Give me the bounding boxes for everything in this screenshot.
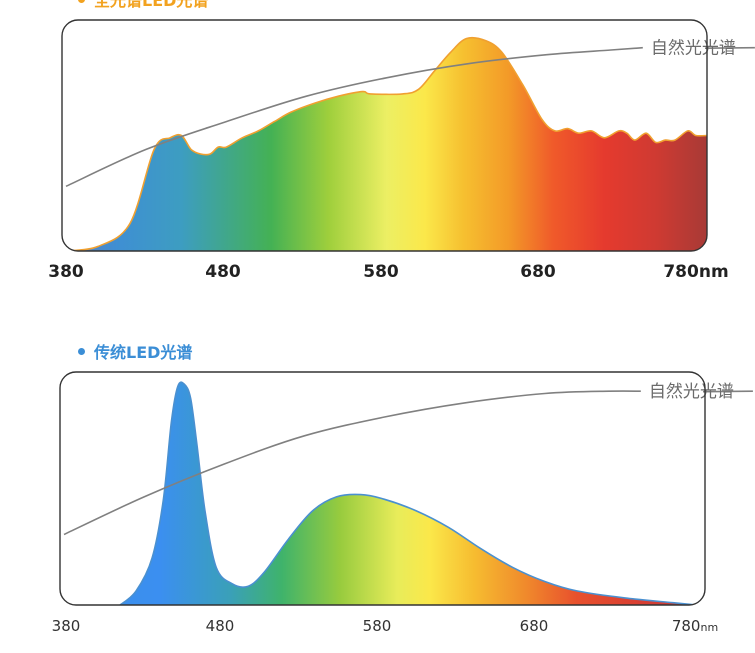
bottom-spectrum-chart: 自然光光谱 <box>59 371 753 606</box>
legend-dot-icon <box>78 347 85 355</box>
top-spectrum-chart: 自然光光谱 <box>61 19 755 252</box>
x-tick-label: 680 <box>520 262 556 282</box>
x-tick-label: 580 <box>363 262 399 282</box>
x-tick-label: 480 <box>205 262 241 282</box>
legend-dot-icon <box>78 0 85 3</box>
x-tick-label: 580 <box>362 617 392 635</box>
x-tick-label: 680 <box>519 617 549 635</box>
natural-light-label: 自然光光谱 <box>649 382 734 402</box>
x-tick-label-last: 780nm <box>671 617 719 635</box>
natural-light-curve-tail <box>704 46 755 50</box>
bottom-legend-label: 传统LED光谱 <box>94 343 193 362</box>
bottom-legend: 传统LED光谱 <box>78 339 192 363</box>
bottom-x-axis: 380 480 580 680 780nm <box>0 617 755 643</box>
spectrum-area <box>66 37 707 251</box>
natural-light-curve-tail <box>702 390 753 393</box>
top-legend: 全光谱LED光谱 <box>78 0 208 11</box>
top-x-axis: 380 480 580 680 780nm <box>0 262 755 288</box>
top-legend-label: 全光谱LED光谱 <box>94 0 209 10</box>
x-tick-label-last: 780nm <box>663 262 729 282</box>
spectrum-outline <box>119 381 698 605</box>
natural-light-label: 自然光光谱 <box>651 39 736 59</box>
x-tick-label: 380 <box>48 262 84 282</box>
natural-light-curve <box>63 390 641 536</box>
x-tick-label: 480 <box>205 617 235 635</box>
spectrum-outline <box>65 36 707 251</box>
x-tick-label: 380 <box>51 617 81 635</box>
chart-frame <box>61 19 708 252</box>
spectrum-area <box>120 382 697 605</box>
natural-light-curve <box>65 46 643 188</box>
chart-frame <box>59 371 706 606</box>
